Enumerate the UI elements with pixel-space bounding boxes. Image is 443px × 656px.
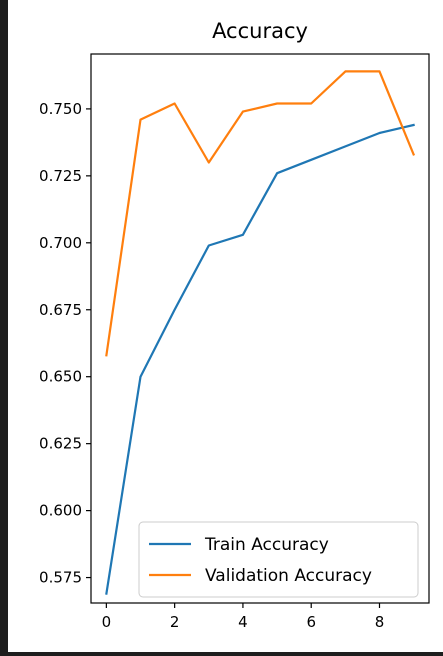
legend-label: Validation Accuracy [205, 566, 372, 586]
x-tick-label: 4 [238, 613, 248, 631]
legend-box [138, 521, 419, 598]
series-line-train-accuracy [105, 123, 415, 595]
y-tick-label: 0.650 [39, 368, 82, 386]
y-tick-label: 0.700 [39, 234, 82, 252]
series-lines [105, 70, 416, 595]
x-tick-label: 6 [306, 613, 316, 631]
y-tick-label: 0.575 [39, 569, 82, 587]
x-axis: 0 2 4 6 8 [102, 603, 385, 631]
legend-label: Train Accuracy [204, 535, 329, 555]
axes-frame [90, 53, 430, 604]
left-frame [0, 0, 8, 656]
bottom-frame [0, 652, 443, 656]
y-tick-label: 0.600 [39, 502, 82, 520]
plot-area [90, 53, 430, 604]
y-tick-label: 0.725 [39, 167, 82, 185]
chart-title: Accuracy [212, 19, 308, 43]
x-tick-label: 0 [102, 613, 112, 631]
y-tick-label: 0.675 [39, 301, 82, 319]
y-tick-label: 0.750 [39, 100, 82, 118]
legend: Train Accuracy Validation Accuracy [138, 521, 419, 598]
series-line-validation-accuracy [105, 70, 416, 357]
y-axis: 0.575 0.600 0.625 0.650 0.675 0.700 0.725 0.750 [39, 100, 91, 587]
y-tick-label: 0.625 [39, 435, 82, 453]
x-tick-label: 2 [170, 613, 180, 631]
x-tick-label: 8 [375, 613, 385, 631]
